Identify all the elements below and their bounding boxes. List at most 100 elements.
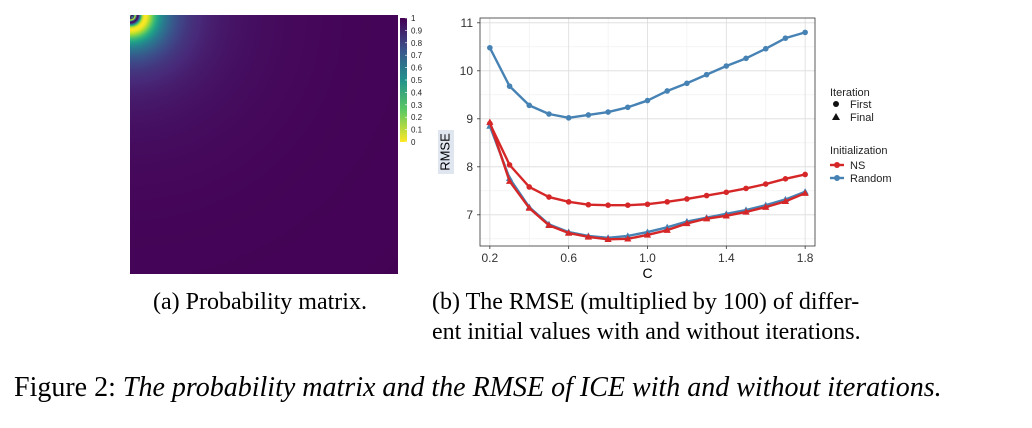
legend-label-random: Random	[850, 173, 892, 185]
data-point	[723, 189, 730, 196]
data-point	[643, 231, 652, 238]
data-point	[802, 171, 808, 178]
data-point	[605, 202, 611, 208]
x-tick-label: 1.4	[718, 251, 735, 265]
data-point	[644, 201, 651, 208]
y-axis-label-group: RMSE	[437, 130, 454, 174]
data-point	[743, 55, 749, 62]
data-point	[604, 235, 612, 242]
data-point	[565, 199, 572, 205]
x-tick-label: 0.6	[560, 251, 577, 265]
caption-b-continued: ent initial values with and without iter…	[432, 317, 861, 347]
data-point	[487, 44, 493, 51]
legend-title-initialization: Initialization	[830, 145, 887, 157]
data-point	[762, 203, 770, 210]
data-point	[703, 71, 710, 78]
data-point	[782, 176, 789, 182]
data-point	[526, 184, 533, 190]
probability-heatmap	[130, 15, 398, 274]
caption-b: (b) The RMSE (multiplied by 100) of diff…	[432, 287, 859, 317]
colorbar-tick-label: 0.9	[411, 26, 423, 35]
figure-text: The probability matrix and the RMSE of I…	[122, 372, 942, 403]
colorbar-tick-label: 0.4	[411, 88, 423, 97]
data-point	[703, 192, 710, 199]
data-point	[683, 219, 691, 227]
data-point	[506, 83, 513, 89]
y-tick-label: 10	[460, 64, 474, 78]
data-point	[722, 212, 730, 219]
data-point	[781, 197, 790, 205]
data-point	[684, 196, 690, 202]
data-point	[624, 104, 631, 111]
series-ns-final	[486, 118, 809, 242]
series-random-first	[487, 29, 808, 121]
data-point	[684, 80, 690, 87]
data-point	[723, 63, 730, 69]
colorbar-tick-label: 0.7	[411, 51, 423, 60]
caption-a-label: (a)	[153, 289, 180, 315]
data-point	[526, 102, 533, 109]
data-point	[584, 233, 592, 240]
colorbar-tick-label: 0.2	[411, 113, 423, 122]
data-point	[624, 202, 631, 208]
y-tick-label: 9	[466, 112, 473, 126]
caption-b-line1: The RMSE (multiplied by 100) of differ-	[465, 289, 860, 315]
colorbar: 1 0.9 0.8 0.7 0.6 0.5 0.4 0.3 0.2 0.1 0	[400, 14, 423, 147]
data-point	[546, 111, 552, 117]
colorbar-tick-label: 0.8	[411, 39, 423, 48]
y-tick-label: 7	[466, 208, 473, 222]
legend-label-final: Final	[850, 112, 874, 124]
data-point	[664, 199, 671, 205]
data-point	[585, 201, 592, 208]
data-point	[762, 181, 769, 187]
caption-a-text: Probability matrix.	[185, 289, 367, 315]
colorbar-tick-label: 1	[411, 14, 416, 23]
data-point	[802, 29, 808, 36]
data-point	[585, 112, 592, 118]
data-point	[506, 162, 513, 168]
legend-circle-icon	[833, 101, 839, 107]
x-tick-label: 0.2	[482, 251, 499, 265]
data-point	[703, 215, 711, 222]
y-tick-label: 11	[461, 16, 474, 30]
x-tick-label: 1.0	[639, 251, 656, 265]
data-point	[743, 185, 749, 192]
colorbar-tick-label: 0.3	[411, 101, 423, 110]
x-axis-label: C	[642, 265, 652, 281]
figure-label: Figure 2:	[14, 372, 116, 403]
x-tick-label: 1.8	[797, 251, 814, 265]
caption-b-label: (b)	[432, 289, 460, 315]
data-point	[664, 88, 671, 94]
data-point	[565, 229, 573, 236]
caption-a: (a) Probability matrix.	[153, 287, 367, 317]
colorbar-tick-label: 0.1	[411, 126, 423, 135]
data-point	[624, 235, 632, 242]
y-axis-label: RMSE	[437, 133, 452, 171]
data-point	[525, 204, 533, 211]
colorbar-tick-label: 0	[411, 138, 416, 147]
y-axis-label-highlight	[438, 130, 454, 174]
data-point	[546, 194, 552, 200]
colorbar-tick-label: 0.5	[411, 76, 423, 85]
data-point	[762, 45, 769, 52]
legend-label-ns: NS	[850, 160, 865, 172]
legend-triangle-icon	[832, 113, 840, 120]
legend-dot-swatch	[834, 162, 840, 168]
data-point	[565, 115, 572, 121]
colorbar-gradient	[400, 18, 407, 142]
data-point	[801, 189, 809, 196]
data-point	[545, 221, 553, 229]
colorbar-tick-label: 0.6	[411, 64, 423, 73]
series-ns-first	[487, 120, 808, 208]
caption-b-line2: ent initial values with and without iter…	[432, 319, 861, 345]
data-point	[782, 35, 789, 41]
legend-label-first: First	[850, 99, 871, 111]
data-point	[663, 226, 671, 233]
data-point	[644, 97, 651, 104]
data-point	[505, 177, 514, 184]
y-tick-label: 8	[466, 160, 473, 174]
figure-caption: Figure 2: The probability matrix and the…	[14, 372, 942, 404]
data-point	[486, 118, 494, 125]
